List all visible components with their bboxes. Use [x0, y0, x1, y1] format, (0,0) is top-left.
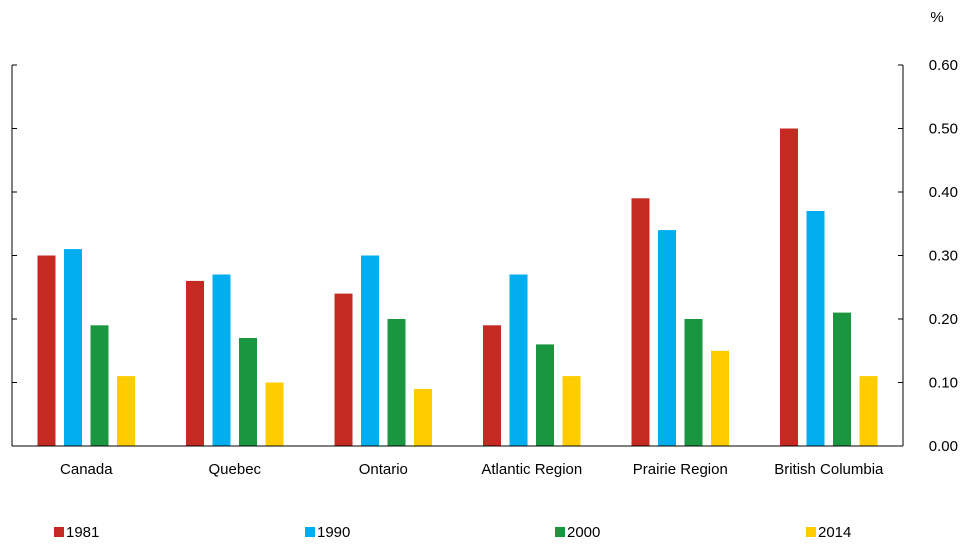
bar-2014-canada — [117, 376, 135, 446]
y-tick-label: 0.30 — [929, 248, 958, 265]
legend-label-2000: 2000 — [567, 524, 600, 541]
bar-2014-british-columbia — [859, 376, 878, 446]
bar-1981-canada — [37, 255, 56, 446]
x-tick-label: British Columbia — [774, 461, 884, 478]
legend-swatch-1981 — [54, 527, 64, 537]
legend-swatch-2000 — [555, 527, 565, 537]
y-unit-label: % — [930, 9, 943, 26]
bar-1990-quebec — [212, 274, 231, 446]
bar-1981-atlantic-region — [483, 325, 501, 446]
bar-1990-canada — [64, 249, 82, 446]
bar-1981-british-columbia — [780, 128, 798, 446]
bar-2000-quebec — [239, 338, 257, 446]
bar-2014-quebec — [265, 382, 284, 446]
legend: 1981 1990 2000 2014 — [54, 524, 851, 541]
legend-label-1981: 1981 — [66, 524, 99, 541]
legend-label-1990: 1990 — [317, 524, 350, 541]
bar-1981-quebec — [186, 280, 204, 446]
x-tick-label: Quebec — [209, 461, 262, 478]
bar-2000-prairie-region — [684, 319, 703, 446]
bar-2014-ontario — [414, 388, 432, 446]
bar-1990-atlantic-region — [509, 274, 528, 446]
bar-2000-canada — [90, 325, 109, 446]
legend-swatch-2014 — [806, 527, 816, 537]
y-tick-label: 0.00 — [929, 438, 958, 455]
legend-swatch-1990 — [305, 527, 315, 537]
bar-2000-british-columbia — [833, 312, 851, 446]
x-tick-label: Prairie Region — [633, 461, 728, 478]
bar-2000-atlantic-region — [536, 344, 554, 446]
bar-2014-atlantic-region — [562, 376, 581, 446]
bar-1981-ontario — [334, 293, 353, 446]
x-tick-label: Ontario — [359, 461, 408, 478]
y-tick-label: 0.10 — [929, 375, 958, 392]
bar-1990-british-columbia — [806, 211, 825, 446]
x-tick-labels: Canada Quebec Ontario Atlantic Region Prairi… — [60, 461, 884, 478]
y-tick-label: 0.50 — [929, 121, 958, 138]
bar-2000-ontario — [387, 319, 406, 446]
legend-label-2014: 2014 — [818, 524, 851, 541]
axes — [11, 65, 904, 447]
y-ticks: 0.00 0.10 0.20 0.30 0.40 0.50 0.60 — [12, 57, 958, 455]
bar-1981-prairie-region — [631, 198, 650, 446]
x-tick-label: Canada — [60, 461, 113, 478]
y-tick-label: 0.40 — [929, 184, 958, 201]
bars — [37, 128, 878, 447]
y-tick-label: 0.60 — [929, 57, 958, 74]
bar-1990-prairie-region — [658, 230, 676, 446]
x-tick-label: Atlantic Region — [481, 461, 582, 478]
bar-2014-prairie-region — [711, 350, 729, 447]
y-tick-label: 0.20 — [929, 311, 958, 328]
bar-1990-ontario — [361, 255, 379, 446]
